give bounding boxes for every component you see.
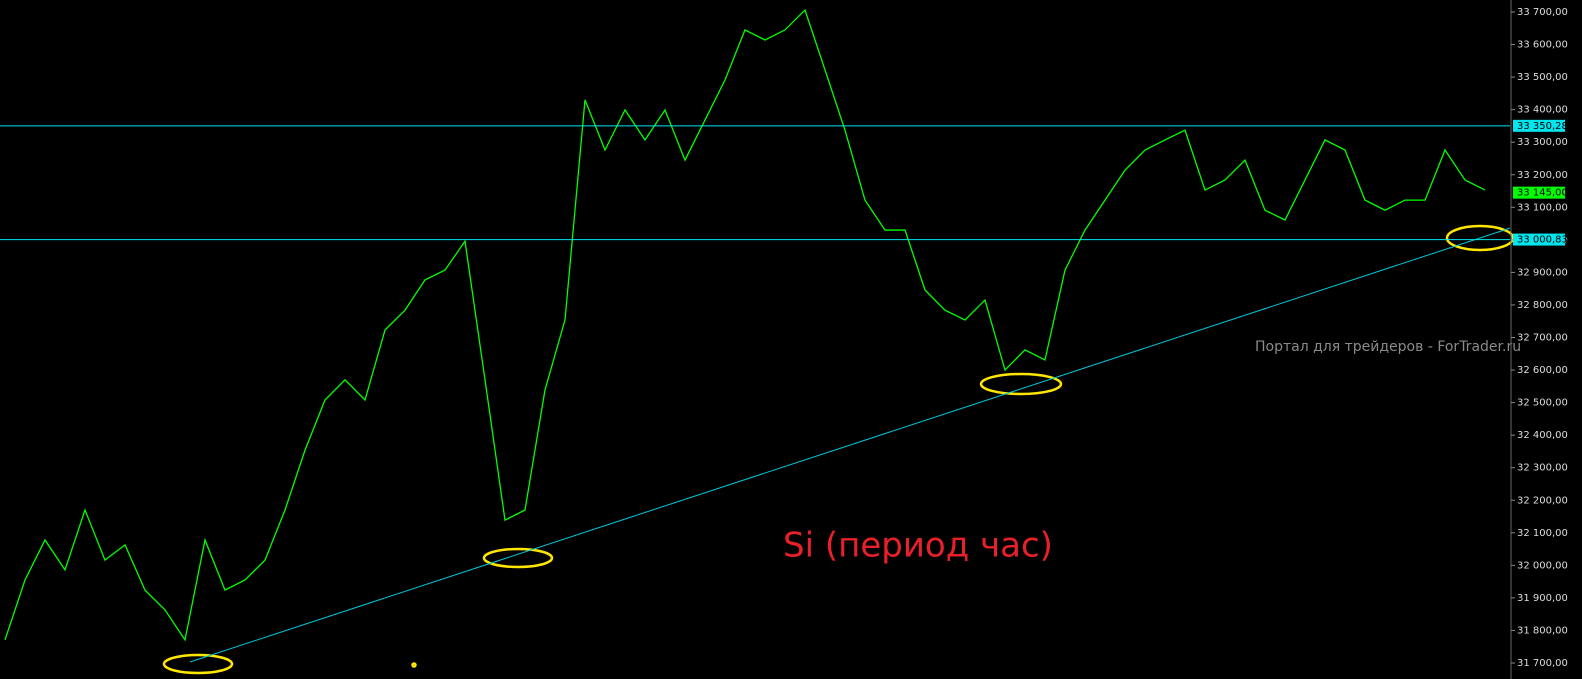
y-tick-label: 32 600,00: [1517, 365, 1568, 376]
level-label-bg: [1513, 233, 1565, 246]
y-tick-label: 32 000,00: [1517, 560, 1568, 571]
y-tick-label: 31 700,00: [1517, 658, 1568, 669]
y-tick-label: 33 200,00: [1517, 170, 1568, 181]
y-tick-label: 33 600,00: [1517, 40, 1568, 51]
current-price-label: 33 145,00: [1517, 188, 1568, 199]
current-price-bg: [1513, 186, 1565, 199]
y-tick-label: 31 800,00: [1517, 625, 1568, 636]
y-tick-label: 33 100,00: [1517, 202, 1568, 213]
ellipse: [162, 653, 234, 675]
y-tick-label: 32 100,00: [1517, 528, 1568, 539]
y-tick-label: 33 400,00: [1517, 105, 1568, 116]
y-tick-label: 32 400,00: [1517, 430, 1568, 441]
trendline: [189, 227, 1511, 663]
annotation: Si (период час): [783, 526, 1053, 566]
y-tick-label: 31 900,00: [1517, 593, 1568, 604]
level-label: 33 350,28: [1517, 121, 1568, 132]
y-tick-label: 32 900,00: [1517, 267, 1568, 278]
y-tick-label: 32 500,00: [1517, 398, 1568, 409]
markers: [162, 224, 1515, 675]
y-tick-label: 32 300,00: [1517, 463, 1568, 474]
y-tick-label: 32 200,00: [1517, 495, 1568, 506]
watermark: Портал для трейдеров - ForTrader.ru: [1255, 339, 1521, 355]
price-line: [4, 8, 1486, 642]
level-label: 33 000,83: [1517, 235, 1568, 246]
ellipse: [482, 547, 554, 569]
dot: [411, 662, 417, 668]
y-tick-label: 32 700,00: [1517, 333, 1568, 344]
y-tick-label: 33 300,00: [1517, 137, 1568, 148]
y-tick-label: 32 800,00: [1517, 300, 1568, 311]
y-tick-label: 33 700,00: [1517, 7, 1568, 18]
y-tick-label: 33 500,00: [1517, 72, 1568, 83]
ellipse: [979, 372, 1063, 396]
level-label-bg: [1513, 119, 1565, 132]
